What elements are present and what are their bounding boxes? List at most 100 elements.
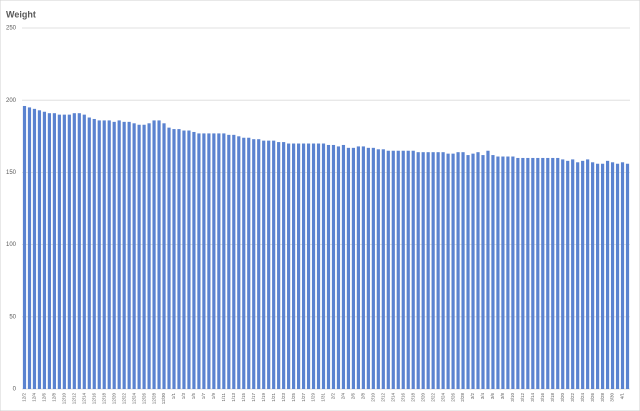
bar	[311, 143, 316, 389]
bar	[336, 146, 341, 389]
x-tick-label: 1/15	[241, 393, 246, 402]
bar	[391, 150, 395, 389]
bar	[476, 152, 480, 389]
bar	[52, 113, 56, 390]
bar	[37, 110, 42, 390]
x-tick-label: 12/26	[141, 393, 146, 405]
bar	[27, 107, 32, 390]
x-tick-label: 2/12	[380, 393, 385, 402]
bar	[605, 160, 610, 389]
bar	[137, 124, 141, 390]
bar	[341, 144, 346, 389]
bar	[222, 133, 226, 389]
x-tick-label: 12/10	[62, 393, 67, 405]
y-tick-label: 50	[9, 314, 16, 320]
x-tick-label: 2/20	[420, 393, 425, 402]
bar	[421, 152, 425, 389]
x-tick-label: 2/14	[390, 393, 395, 402]
bar	[92, 118, 96, 390]
bar	[182, 130, 186, 390]
x-tick-label: 12/24	[131, 393, 136, 405]
x-tick-label: 12/22	[121, 393, 126, 405]
bar	[600, 163, 605, 389]
x-tick-label: 3/30	[610, 393, 615, 402]
y-tick-label: 0	[13, 387, 17, 393]
bar	[581, 160, 585, 389]
x-tick-label: 2/18	[410, 393, 415, 402]
bar	[551, 157, 555, 389]
bar	[436, 152, 440, 389]
bar	[346, 147, 351, 389]
bar	[97, 120, 101, 389]
bar	[321, 143, 326, 389]
x-tick-label: 1/29	[311, 393, 316, 402]
x-tick-label: 12/4	[32, 393, 37, 402]
bar	[87, 117, 91, 389]
bar	[416, 152, 420, 389]
bar	[217, 133, 221, 389]
bar	[451, 153, 455, 389]
x-tick-label: 1/1	[171, 393, 176, 400]
bar	[561, 159, 565, 389]
x-tick-label: 1/23	[281, 393, 286, 402]
bar	[541, 157, 545, 389]
x-tick-label: 12/14	[81, 393, 86, 405]
x-tick-label: 3/28	[600, 393, 605, 402]
x-tick-label: 3/24	[580, 393, 585, 402]
x-tick-label: 2/28	[460, 393, 465, 402]
y-tick-label: 150	[6, 170, 17, 176]
bar	[411, 150, 415, 389]
bar	[396, 150, 400, 389]
bar	[526, 157, 530, 389]
x-tick-label: 1/31	[321, 393, 326, 402]
bar	[192, 131, 196, 389]
bar	[107, 120, 111, 389]
bar	[406, 150, 410, 389]
bar	[456, 152, 460, 389]
bar	[22, 105, 27, 389]
x-tick-label: 2/8	[361, 393, 366, 400]
x-tick-label: 12/8	[52, 393, 57, 402]
x-tick-label: 12/6	[42, 393, 47, 402]
bar	[401, 150, 405, 389]
bar	[62, 114, 66, 389]
x-tick-label: 3/16	[540, 393, 545, 402]
x-tick-label: 3/14	[530, 393, 535, 402]
bar	[242, 137, 246, 389]
bar	[586, 159, 590, 389]
x-tick-label: 1/19	[261, 393, 266, 402]
x-tick-label: 3/22	[570, 393, 575, 402]
x-tick-label: 2/24	[440, 393, 445, 402]
bar	[187, 130, 191, 390]
bar	[566, 160, 570, 389]
x-tick-label: 3/10	[510, 393, 515, 402]
bar	[486, 150, 490, 389]
bar	[471, 153, 475, 389]
x-tick-label: 3/6	[490, 393, 495, 400]
x-tick-label: 2/26	[450, 393, 455, 402]
bar	[431, 152, 435, 389]
bar	[122, 121, 126, 390]
x-tick-label: 1/7	[201, 393, 206, 400]
bar	[491, 155, 495, 389]
bar	[287, 143, 291, 389]
x-tick-label: 1/3	[181, 393, 186, 400]
bar	[232, 134, 236, 389]
bar	[212, 133, 216, 389]
bar	[296, 143, 301, 389]
bar	[481, 155, 485, 389]
x-tick-label: 1/5	[191, 393, 196, 400]
bar	[237, 136, 241, 389]
bar	[576, 162, 580, 389]
bar	[67, 114, 71, 389]
bar	[177, 129, 181, 389]
bar	[591, 162, 595, 389]
bar	[257, 139, 261, 389]
bar	[511, 156, 515, 389]
bar	[127, 121, 131, 390]
bar	[147, 123, 151, 389]
bar	[227, 134, 231, 389]
bar	[356, 146, 360, 389]
bar	[42, 111, 47, 389]
bar	[202, 133, 206, 389]
